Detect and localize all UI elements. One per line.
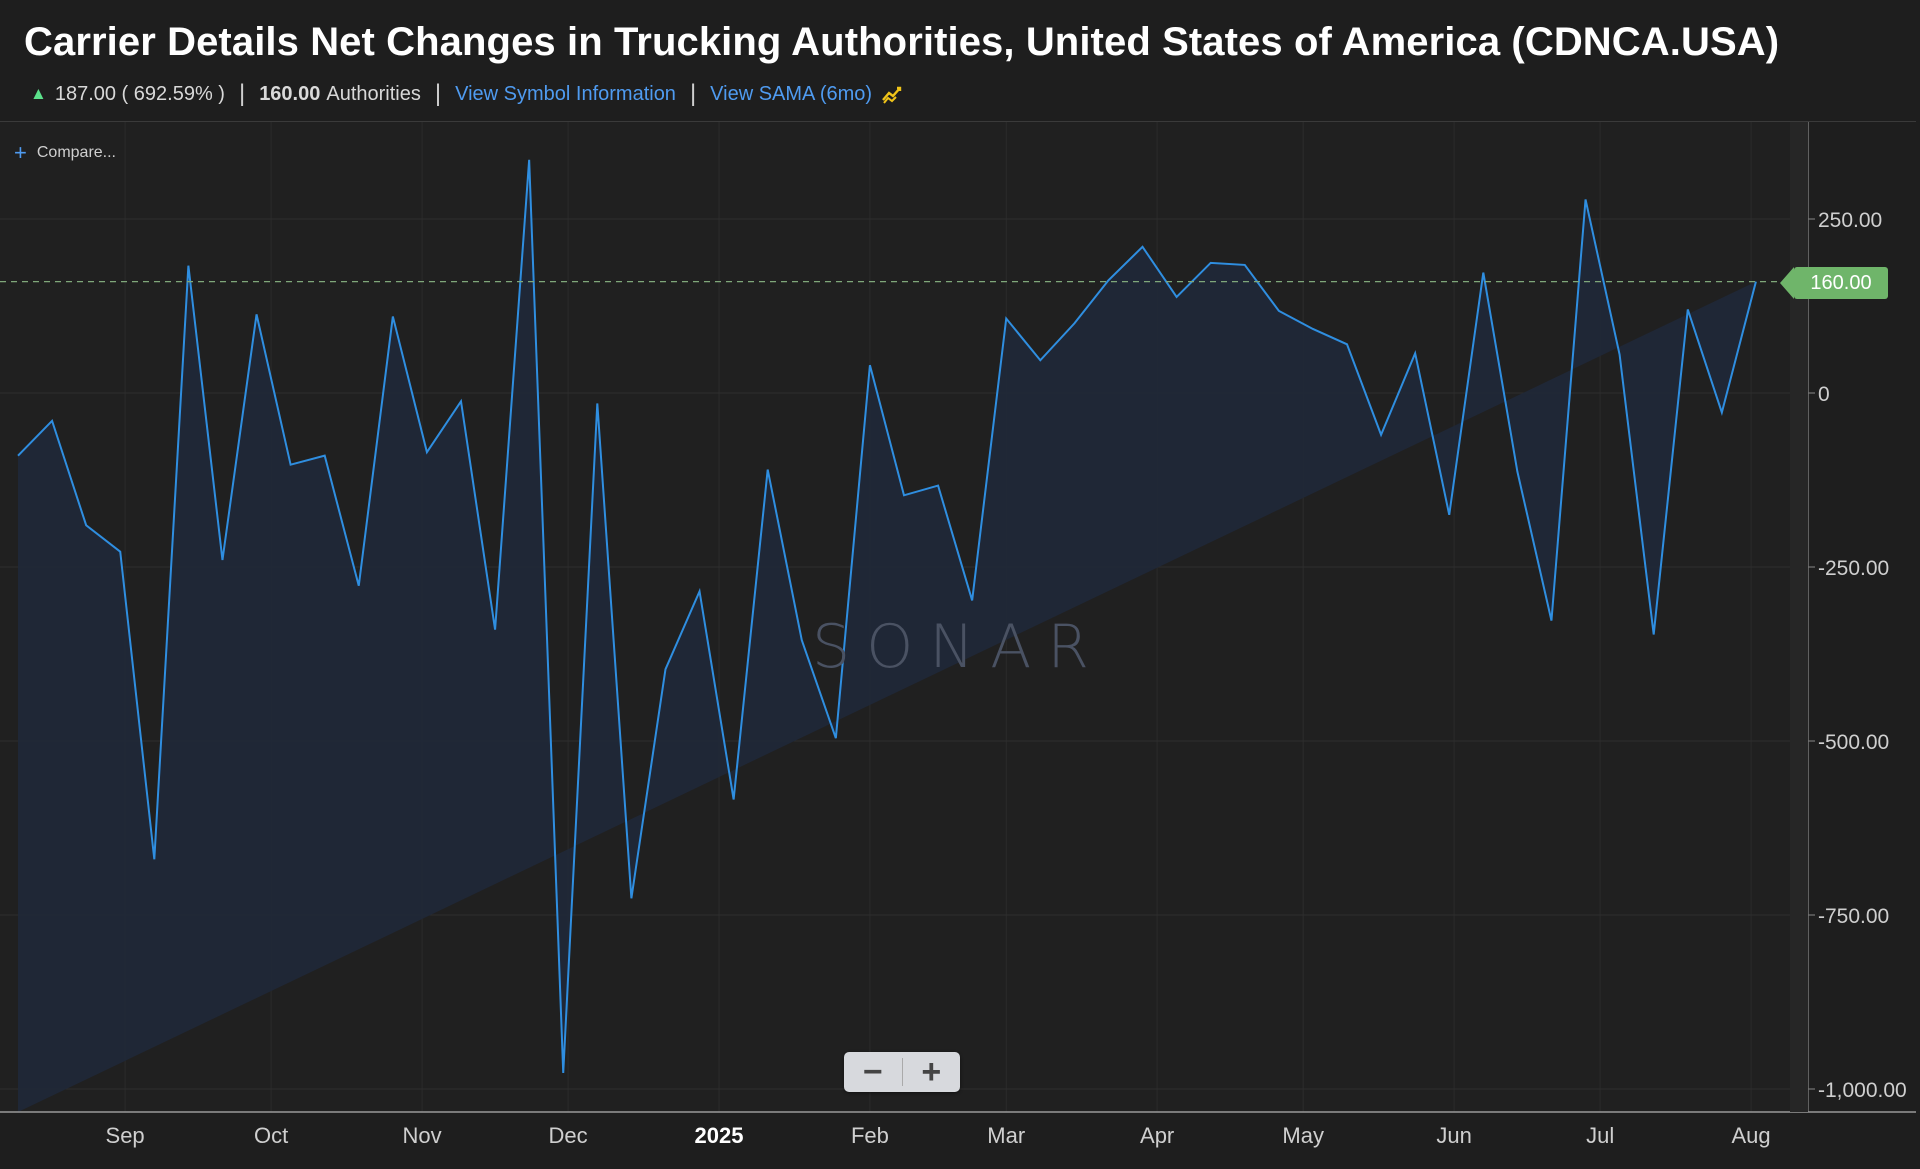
data-point — [527, 158, 531, 162]
y-tick-label: 250.00 — [1818, 209, 1882, 232]
plus-icon: + — [14, 140, 27, 165]
data-point — [493, 628, 497, 632]
data-point — [732, 797, 736, 801]
data-point — [1175, 295, 1179, 299]
stats-bar: ▲ 187.00 ( 692.59% ) | 160.00 Authoritie… — [30, 80, 904, 108]
x-tick-label: Sep — [106, 1123, 145, 1148]
zoom-in-button[interactable]: + — [921, 1053, 942, 1091]
data-point — [84, 523, 88, 527]
data-point — [255, 312, 259, 316]
y-tick-label: -750.00 — [1818, 905, 1889, 928]
data-point — [868, 363, 872, 367]
data-point — [459, 399, 463, 403]
x-tick-label: Nov — [402, 1123, 441, 1148]
x-tick-label: 2025 — [695, 1123, 744, 1148]
data-point — [357, 584, 361, 588]
data-point — [1106, 278, 1110, 282]
data-point — [834, 736, 838, 740]
compare-label: Compare... — [36, 144, 116, 161]
separator: | — [434, 80, 442, 107]
separator: | — [689, 80, 697, 107]
data-point — [152, 857, 156, 861]
data-point — [186, 264, 190, 268]
data-point — [1038, 358, 1042, 362]
chart-header: Carrier Details Net Changes in Trucking … — [0, 0, 1916, 122]
view-symbol-information-link[interactable]: View Symbol Information — [455, 82, 676, 105]
data-point — [936, 484, 940, 488]
view-sama-link[interactable]: View SAMA (6mo) — [710, 82, 873, 105]
data-point — [289, 463, 293, 467]
data-point — [663, 667, 667, 671]
data-point — [595, 401, 599, 405]
data-point — [629, 896, 633, 900]
data-point — [1209, 261, 1213, 265]
data-point — [391, 314, 395, 318]
data-point — [800, 638, 804, 642]
x-tick-label: Oct — [254, 1123, 288, 1148]
current-value: 160.00 — [259, 82, 321, 105]
data-point — [118, 550, 122, 554]
hand-chart-icon[interactable] — [880, 82, 904, 106]
unit-label: Authorities — [326, 82, 421, 105]
series-line — [17, 159, 1757, 1074]
compare-button[interactable]: + Compare... — [14, 142, 116, 164]
data-point — [1481, 271, 1485, 275]
last-value-badge: 160.00 — [1780, 267, 1888, 299]
x-tick-label: May — [1282, 1123, 1324, 1148]
y-tick-label: 0 — [1818, 383, 1830, 406]
line-chart[interactable]: Sep Oct Nov Dec 2025 Feb Mar Apr May Jun Jul Aug 250… — [0, 122, 1916, 1169]
x-tick-label: Apr — [1140, 1123, 1174, 1148]
separator: | — [238, 80, 246, 107]
data-point — [1141, 245, 1145, 249]
data-point — [1277, 309, 1281, 313]
data-point — [1004, 317, 1008, 321]
data-point — [1549, 619, 1553, 623]
series-area-fill — [18, 159, 1756, 1113]
data-point — [1379, 433, 1383, 437]
data-point — [1652, 633, 1656, 637]
data-point — [1447, 513, 1451, 517]
data-point — [1584, 198, 1588, 202]
data-point — [1243, 263, 1247, 267]
data-point — [1072, 321, 1076, 325]
data-point — [1515, 470, 1519, 474]
data-point — [1720, 410, 1724, 414]
zoom-controls: − + — [844, 1052, 960, 1092]
chart-title: Carrier Details Net Changes in Trucking … — [24, 20, 1780, 64]
data-point — [1413, 351, 1417, 355]
data-point — [1618, 353, 1622, 357]
data-point — [323, 454, 327, 458]
y-tick-label: -500.00 — [1818, 731, 1889, 754]
x-tick-label: Dec — [549, 1123, 588, 1148]
data-point — [50, 419, 54, 423]
x-tick-label: Jun — [1436, 1123, 1471, 1148]
sonar-watermark: SONAR — [812, 612, 1105, 682]
y-tick-label: -1,000.00 — [1818, 1079, 1907, 1102]
data-point — [16, 454, 20, 458]
data-point — [220, 558, 224, 562]
y-tick-label: -250.00 — [1818, 557, 1889, 580]
x-tick-label: Feb — [851, 1123, 889, 1148]
data-point — [561, 1071, 565, 1075]
right-padding-strip — [1790, 122, 1808, 1112]
data-point — [1311, 327, 1315, 331]
zoom-out-button[interactable]: − — [862, 1053, 883, 1091]
up-arrow-icon: ▲ — [30, 84, 47, 103]
change-text: 187.00 ( 692.59% ) — [54, 82, 225, 105]
data-point — [1686, 307, 1690, 311]
data-point — [425, 450, 429, 454]
x-tick-label: Aug — [1731, 1123, 1770, 1148]
zoom-divider — [901, 1058, 903, 1086]
x-tick-label: Jul — [1586, 1123, 1614, 1148]
data-point — [766, 468, 770, 472]
data-point — [970, 598, 974, 602]
x-tick-label: Mar — [987, 1123, 1025, 1148]
data-point — [902, 493, 906, 497]
data-point — [698, 589, 702, 593]
data-point — [1345, 342, 1349, 346]
